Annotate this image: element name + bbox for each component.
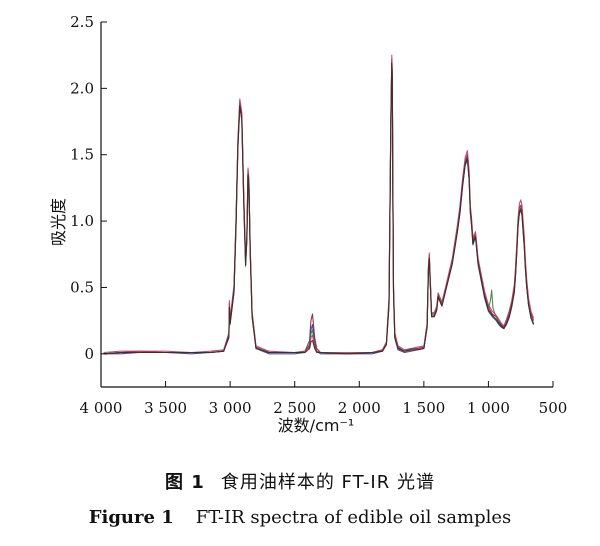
y-tick-label: 2.5	[70, 13, 94, 31]
spectra-lines	[103, 54, 535, 355]
x-tick-label: 3 500	[144, 399, 187, 417]
ftir-chart: 4 000 3 500 3 000 2 500 2 000 1 500 1 000 500 0…	[49, 13, 568, 435]
x-axis-ticks: 4 000 3 500 3 000 2 500 2 000 1 500 1 000 500	[80, 381, 568, 417]
caption-chinese-label: 图 1	[165, 472, 205, 493]
caption-chinese-text: 食用油样本的 FT-IR 光谱	[220, 472, 435, 493]
x-tick-label: 2 500	[273, 399, 316, 417]
y-tick-label: 0	[84, 345, 94, 363]
x-tick-label: 4 000	[80, 399, 123, 417]
spectrum-line-3	[103, 61, 535, 355]
x-tick-label: 1 500	[402, 399, 445, 417]
spectrum-line-2	[103, 63, 535, 355]
x-tick-label: 1 000	[467, 399, 510, 417]
y-axis-ticks: 0 0.5 1.0 1.5 2.0 2.5	[70, 13, 107, 363]
y-tick-label: 1.0	[70, 212, 94, 230]
y-tick-label: 1.5	[70, 146, 94, 164]
x-tick-label: 3 000	[209, 399, 252, 417]
caption-chinese: 图 1 食用油样本的 FT-IR 光谱	[0, 468, 600, 494]
spectrum-line-4	[103, 54, 535, 354]
caption-english-label: Figure 1	[88, 507, 174, 528]
caption-english-text: FT-IR spectra of edible oil samples	[195, 507, 512, 528]
y-tick-label: 2.0	[70, 79, 94, 97]
x-tick-label: 2 000	[338, 399, 381, 417]
spectrum-line-5	[103, 62, 535, 355]
y-axis-label: 吸光度	[49, 198, 68, 246]
spectrum-line-1	[103, 58, 535, 355]
x-axis-label: 波数/cm⁻¹	[278, 416, 355, 435]
plot-frame	[100, 22, 553, 388]
x-tick-label: 500	[539, 399, 568, 417]
y-tick-label: 0.5	[70, 278, 94, 296]
caption-english: Figure 1 FT-IR spectra of edible oil samp…	[0, 507, 600, 528]
